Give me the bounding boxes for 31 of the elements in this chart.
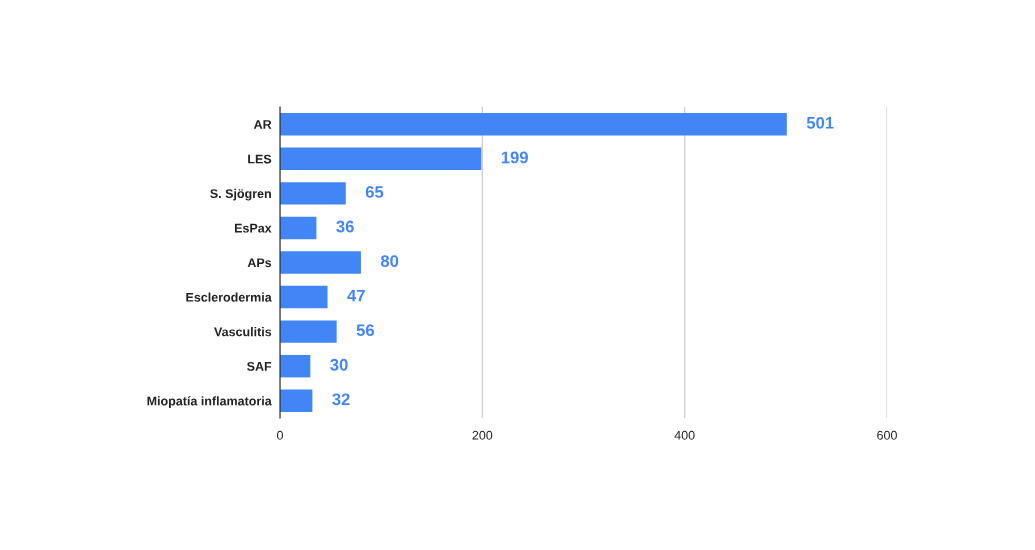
data-label: 47 — [347, 289, 365, 302]
x-tick-label: 600 — [877, 430, 897, 440]
bar — [280, 354, 311, 378]
data-label: 36 — [336, 220, 354, 233]
bar — [280, 251, 361, 274]
data-label: 56 — [356, 324, 375, 337]
data-label: 501 — [806, 116, 834, 129]
x-tick-label: 200 — [472, 430, 493, 440]
y-tick-label: Vasculitis — [214, 327, 272, 337]
y-tick-label: AR — [253, 120, 272, 129]
y-tick-label: Esclerodermia — [186, 292, 272, 302]
data-label: 32 — [332, 393, 350, 406]
y-tick-label: LES — [248, 154, 272, 164]
y-tick-label: EsPax — [234, 223, 272, 233]
x-tick-label: 400 — [674, 430, 695, 440]
y-tick-label: Miopatía inflamatoria — [147, 396, 272, 408]
bar — [280, 182, 346, 205]
bar — [280, 389, 313, 412]
data-label: 199 — [501, 151, 528, 164]
bar — [280, 113, 787, 136]
bar — [280, 147, 482, 171]
bar — [280, 320, 337, 343]
data-label: 65 — [365, 186, 384, 198]
data-label: 30 — [330, 358, 348, 371]
x-tick-label: 0 — [277, 430, 283, 440]
data-label: 80 — [380, 255, 399, 267]
bar — [280, 216, 317, 240]
y-tick-label: S. Sjögren — [210, 188, 271, 201]
y-tick-label: SAF — [247, 361, 272, 371]
bar — [280, 285, 328, 309]
y-tick-label: APs — [247, 258, 272, 268]
